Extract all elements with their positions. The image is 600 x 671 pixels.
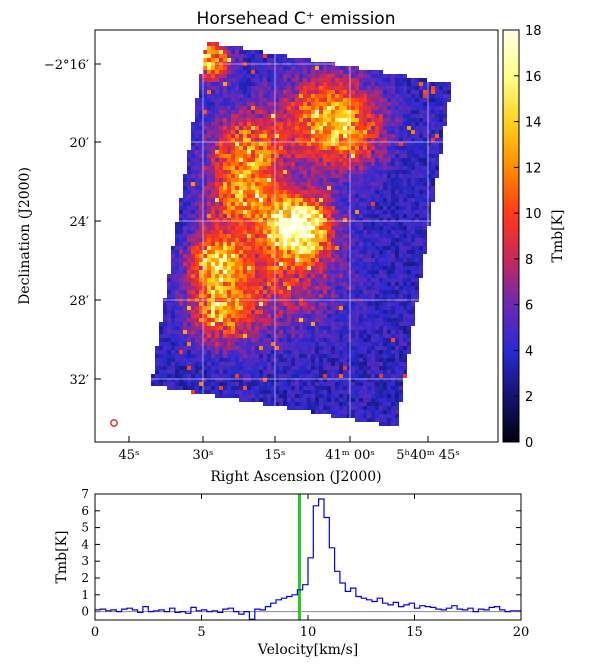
map-ticks: 45ˢ 30ˢ 15ˢ 41ᵐ 00ˢ 5ʰ40ᵐ 45ˢ −2°16′ 20′ 24′ 28′…	[44, 58, 460, 463]
spectrum-y-tick-label: 5	[81, 521, 89, 535]
spectrum-xlabel: Velocity[km/s]	[257, 642, 358, 658]
colorbar-tick-label: 10	[525, 207, 542, 222]
map-title: Horsehead C⁺ emission	[197, 9, 396, 29]
colorbar-tick-label: 16	[525, 70, 542, 85]
map-x-tick-label: 41ᵐ 00ˢ	[325, 448, 375, 463]
colorbar-label: Tmb[K]	[550, 210, 566, 263]
map-x-tick-label: 30ˢ	[193, 448, 214, 463]
spectrum-frame	[94, 493, 522, 621]
colorbar-tick-label: 18	[525, 24, 542, 39]
map-grid	[95, 30, 498, 442]
spectrum-ylabel: Tmb[K]	[54, 531, 70, 584]
colorbar-tick-label: 4	[525, 344, 533, 359]
colorbar-tick-label: 6	[525, 299, 533, 314]
map-y-tick-label: 24′	[70, 215, 90, 230]
map-x-tick-label: 45ˢ	[119, 448, 140, 463]
map-y-tick-label: −2°16′	[44, 58, 89, 73]
spectrum-line	[95, 498, 521, 620]
map-y-tick-label: 32′	[70, 373, 90, 388]
colorbar-tick-label: 2	[525, 390, 533, 405]
map-xlabel: Right Ascension (J2000)	[210, 469, 381, 485]
map-ylabel: Declination (J2000)	[17, 167, 33, 305]
colorbar-tick-label: 12	[525, 161, 542, 176]
spectrum-ticks: 0 5 10 15 20 0 1 2 3 4 5 6 7	[81, 487, 529, 640]
map-frame	[94, 29, 499, 443]
spectrum-y-tick-label: 6	[81, 504, 89, 518]
map-x-tick-label: 5ʰ40ᵐ 45ˢ	[396, 448, 459, 463]
spectrum-y-tick-label: 0	[81, 605, 89, 619]
spectrum-x-tick-label: 10	[300, 625, 317, 640]
spectrum-y-tick-label: 4	[81, 537, 89, 551]
map-y-tick-label: 20′	[70, 136, 90, 151]
map-x-tick-label: 15ˢ	[265, 448, 286, 463]
spectrum-y-tick-label: 3	[81, 554, 89, 568]
spectrum-y-tick-label: 1	[81, 588, 89, 602]
colorbar-tick-label: 8	[525, 253, 533, 268]
colorbar-ticks: 0 2 4 6 8 10 12 14 16 18	[514, 24, 542, 451]
spectrum-x-tick-label: 15	[406, 625, 423, 640]
spectrum-x-tick-label: 20	[513, 625, 530, 640]
spectrum-y-tick-label: 2	[81, 571, 89, 585]
colorbar-tick-label: 14	[525, 116, 542, 131]
beam-marker	[110, 419, 118, 427]
spectrum-x-tick-label: 0	[91, 625, 99, 640]
spectrum-x-tick-label: 5	[197, 625, 205, 640]
colorbar-tick-label: 0	[525, 436, 533, 451]
spectrum-y-tick-label: 7	[81, 487, 89, 501]
heatmap-image	[151, 42, 451, 426]
map-y-tick-label: 28′	[70, 294, 90, 309]
colorbar	[502, 29, 520, 443]
